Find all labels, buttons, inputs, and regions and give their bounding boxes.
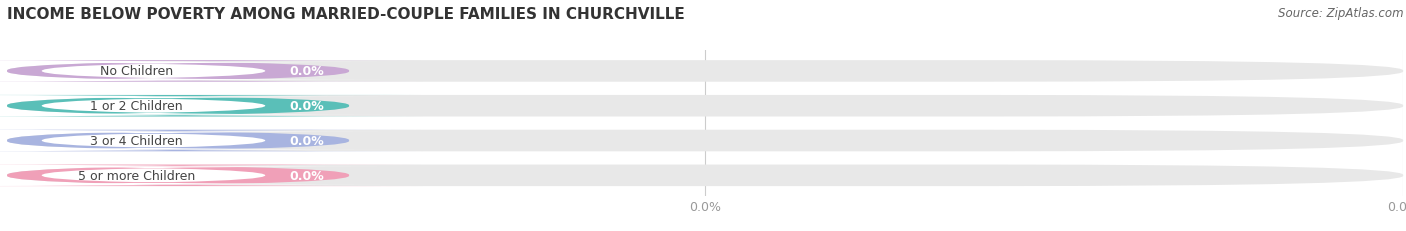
FancyBboxPatch shape [0, 130, 423, 152]
FancyBboxPatch shape [7, 165, 1403, 186]
FancyBboxPatch shape [0, 165, 423, 186]
FancyBboxPatch shape [0, 96, 423, 117]
FancyBboxPatch shape [7, 61, 1403, 82]
FancyBboxPatch shape [0, 132, 405, 150]
Text: 0.0%: 0.0% [290, 169, 325, 182]
Text: 1 or 2 Children: 1 or 2 Children [90, 100, 183, 113]
Text: Source: ZipAtlas.com: Source: ZipAtlas.com [1278, 7, 1403, 20]
Text: 0.0%: 0.0% [290, 65, 325, 78]
Text: 5 or more Children: 5 or more Children [77, 169, 195, 182]
Text: INCOME BELOW POVERTY AMONG MARRIED-COUPLE FAMILIES IN CHURCHVILLE: INCOME BELOW POVERTY AMONG MARRIED-COUPL… [7, 7, 685, 22]
Text: 0.0%: 0.0% [290, 100, 325, 113]
FancyBboxPatch shape [0, 61, 423, 82]
Text: No Children: No Children [100, 65, 173, 78]
Text: 0.0%: 0.0% [290, 134, 325, 147]
FancyBboxPatch shape [7, 130, 1403, 152]
FancyBboxPatch shape [0, 63, 405, 81]
FancyBboxPatch shape [0, 97, 405, 115]
FancyBboxPatch shape [0, 167, 405, 185]
FancyBboxPatch shape [7, 96, 1403, 117]
Text: 3 or 4 Children: 3 or 4 Children [90, 134, 183, 147]
